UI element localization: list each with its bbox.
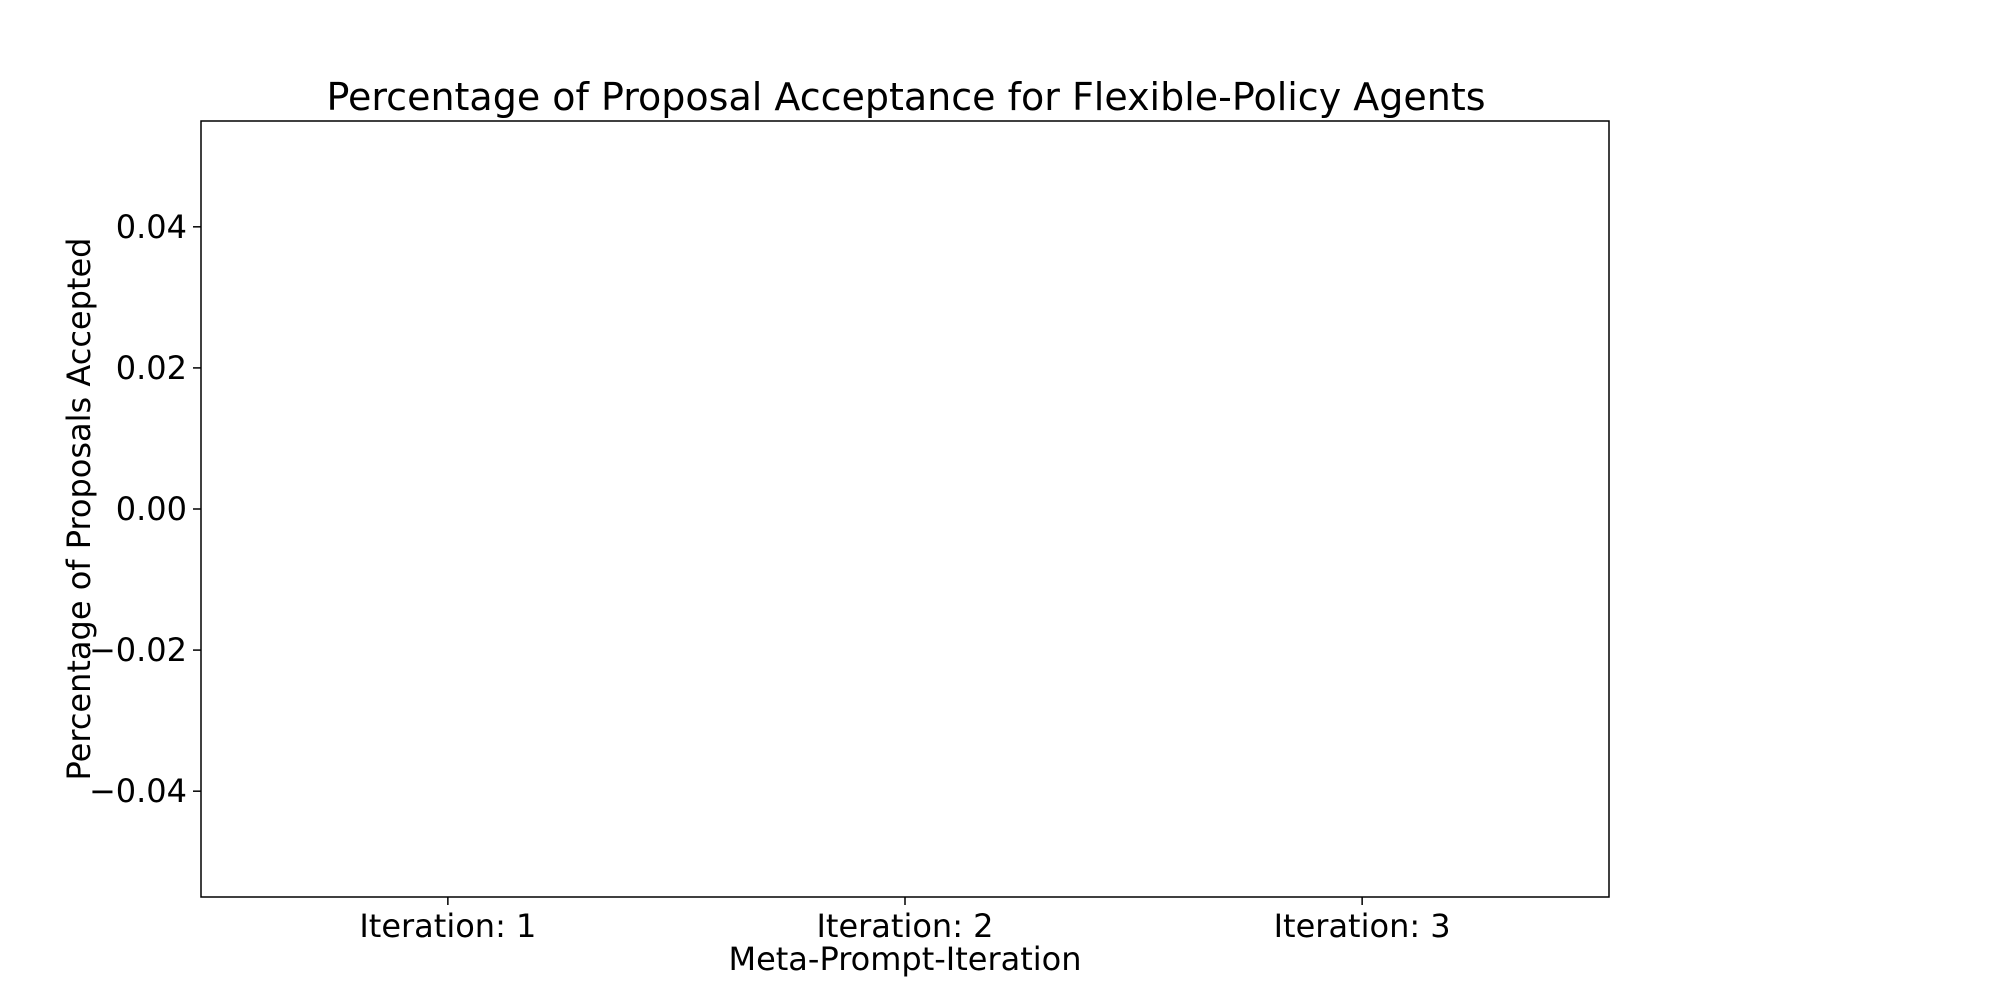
y-tick-label: 0.00	[116, 490, 187, 528]
y-axis: −0.04 −0.02 0.00 0.02 0.04	[89, 208, 201, 810]
x-tick-label: Iteration: 1	[359, 907, 536, 945]
x-tick-label: Iteration: 3	[1274, 907, 1451, 945]
plot-area	[200, 120, 1610, 898]
x-tick-label: Iteration: 2	[816, 907, 993, 945]
x-axis: Iteration: 1 Iteration: 2 Iteration: 3	[359, 897, 1451, 945]
y-axis-label: Percentage of Proposals Accepted	[60, 238, 98, 781]
y-tick-label: −0.04	[89, 772, 187, 810]
y-tick-label: 0.04	[116, 208, 187, 246]
y-tick-label: −0.02	[89, 631, 187, 669]
chart-title: Percentage of Proposal Acceptance for Fl…	[326, 75, 1485, 119]
y-tick-label: 0.02	[116, 349, 187, 387]
x-axis-label: Meta-Prompt-Iteration	[728, 940, 1081, 978]
